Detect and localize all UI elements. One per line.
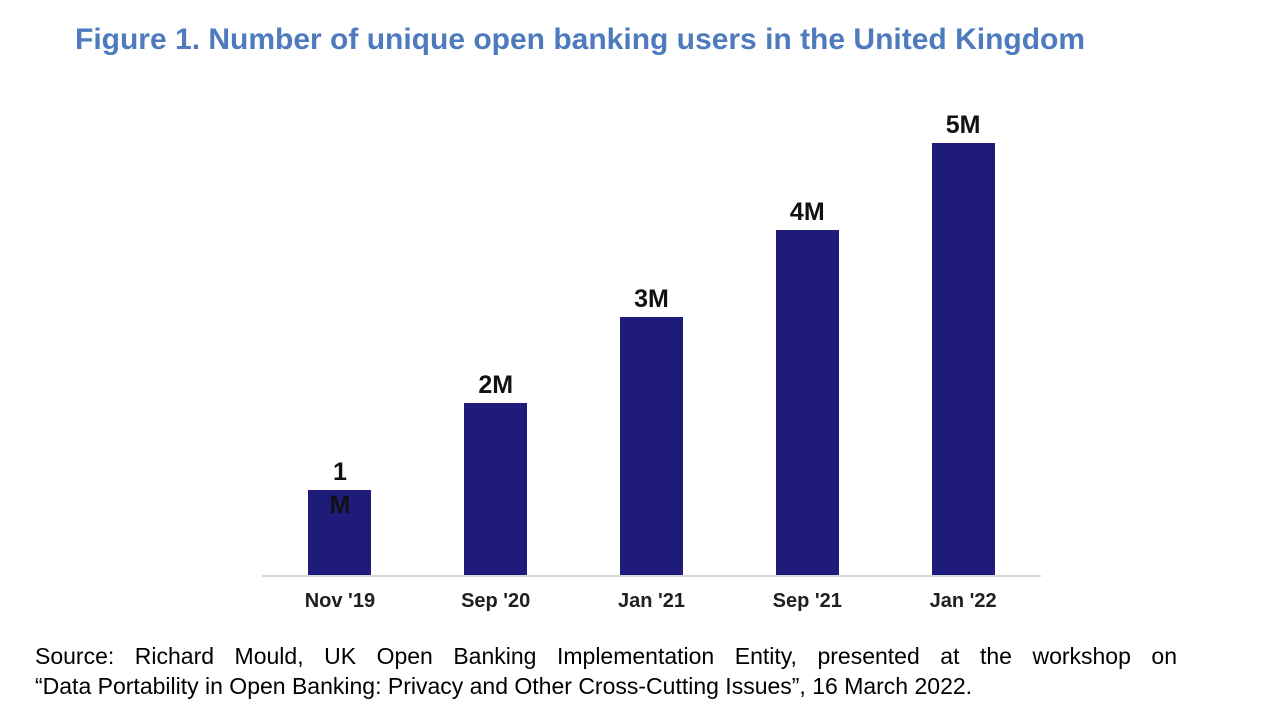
source-note: Source: Richard Mould, UK Open Banking I… [35,641,1177,701]
bar [931,143,995,577]
x-axis-tick-label: Jan '22 [929,590,997,612]
x-axis-tick-label: Sep '20 [461,590,531,612]
source-note-line-1: Source: Richard Mould, UK Open Banking I… [35,643,1177,669]
bar [775,229,839,577]
x-axis-tick-label: Sep '21 [772,590,842,612]
bar-value-label: 5M [945,111,981,139]
bar-value-label: 2M [478,371,514,400]
bar [308,490,372,577]
bar [620,316,683,577]
source-note-line-2: “Data Portability in Open Banking: Priva… [35,673,973,699]
figure-title: Figure 1. Number of unique open banking … [75,23,1086,56]
bar-chart-plot-area: 1 M 2M 3M 4M 5M [262,111,1041,577]
bar [464,403,528,577]
x-axis-tick-label: Jan '21 [617,590,686,612]
x-axis-line [262,575,1041,577]
x-axis-tick-label: Nov '19 [304,590,376,612]
bar-value-label: 4M [789,197,825,226]
bar-value-label: 3M [634,284,669,313]
bar-value-label: 1 M [329,458,351,520]
x-axis-tick-labels: Nov '19 Sep '20 Jan '21 Sep '21 Jan '22 [262,589,1041,617]
